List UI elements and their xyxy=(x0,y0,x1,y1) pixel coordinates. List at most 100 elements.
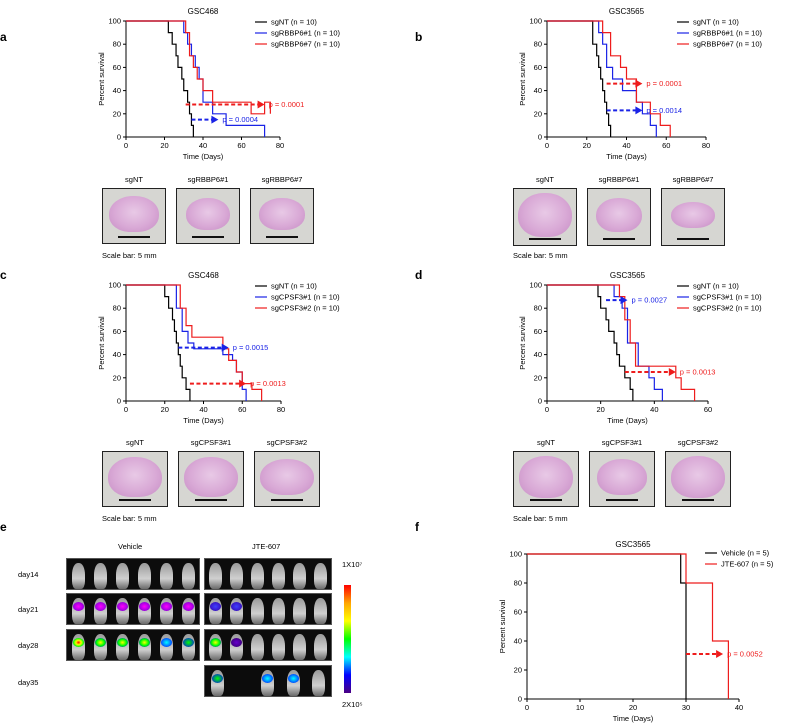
chart-f-survival: 0 10 20 30 40 0 20 40 60 80 100 GSC3565 Time (Days) P… xyxy=(498,540,774,723)
legend-entry: sgNT (n = 10) xyxy=(271,18,317,27)
x-tick-label: 0 xyxy=(124,405,128,414)
legend-entry: sgNT (n = 10) xyxy=(271,282,317,291)
x-tick-label: 0 xyxy=(525,703,529,712)
x-tick-label: 60 xyxy=(662,141,670,150)
x-tick-label: 80 xyxy=(276,141,284,150)
brain-image: sgRBBP6#1 xyxy=(587,175,651,246)
legend-entry: sgRBBP6#1 (n = 10) xyxy=(271,29,341,38)
p-value-label: p = 0.0004 xyxy=(222,115,258,124)
panel-d-histology: sgNT sgCPSF3#1 sgCPSF3#2 xyxy=(513,438,731,507)
day-label: day28 xyxy=(18,641,39,650)
p-value-arrowhead xyxy=(635,79,643,88)
ivis-vehicle-day14 xyxy=(66,558,200,590)
p-value-label: p = 0.0015 xyxy=(233,343,269,352)
brain-image: sgRBBP6#7 xyxy=(661,175,725,246)
x-axis-label: Time (Days) xyxy=(613,714,654,723)
legend-entry: sgCPSF3#2 (n = 10) xyxy=(271,304,340,313)
ivis-jte607-day14 xyxy=(204,558,332,590)
survival-curve-0 xyxy=(126,284,191,401)
p-value-arrowhead xyxy=(668,368,676,376)
brain-image: sgNT xyxy=(102,175,166,244)
x-tick-label: 20 xyxy=(161,405,169,414)
y-tick-label: 40 xyxy=(534,350,542,359)
p-value-label: p = 0.0014 xyxy=(646,106,682,115)
y-axis-label: Percent survival xyxy=(498,599,507,653)
x-tick-label: 20 xyxy=(583,141,591,150)
x-tick-label: 40 xyxy=(199,141,207,150)
y-tick-label: 20 xyxy=(514,666,522,675)
panel-b-label: b xyxy=(415,30,423,44)
p-value-arrowhead xyxy=(257,100,265,109)
day-label: day14 xyxy=(18,570,39,579)
panel-e-label: e xyxy=(0,520,7,534)
brain-image: sgNT xyxy=(102,438,168,507)
legend-entry: sgRBBP6#1 (n = 10) xyxy=(693,29,763,38)
p-value-label: p = 0.0013 xyxy=(680,368,716,377)
p-value-label: p = 0.0027 xyxy=(632,296,668,305)
x-tick-label: 60 xyxy=(237,141,245,150)
chart-title: GSC3565 xyxy=(609,7,645,16)
survival-curve-0 xyxy=(126,20,194,137)
brain-caption: sgCPSF3#2 xyxy=(677,438,719,447)
y-tick-label: 60 xyxy=(113,327,121,336)
day-label: day35 xyxy=(18,678,39,687)
y-tick-label: 100 xyxy=(529,281,542,290)
colorbar-min-label: 2X10⁵ xyxy=(342,700,363,709)
panel-b-histology: sgNT sgRBBP6#1 sgRBBP6#7 xyxy=(513,175,725,246)
y-tick-label: 20 xyxy=(534,109,542,118)
survival-curve-2 xyxy=(547,20,671,137)
survival-curve-2 xyxy=(126,20,271,115)
p-value-arrowhead xyxy=(211,115,219,124)
y-tick-label: 80 xyxy=(514,579,522,588)
legend-entry: sgNT (n = 10) xyxy=(693,18,739,27)
ivis-jte607-day35 xyxy=(204,665,332,697)
x-axis-label: Time (Days) xyxy=(183,152,224,161)
chart-title: GSC3565 xyxy=(615,540,651,549)
brain-image: sgCPSF3#1 xyxy=(178,438,244,507)
legend-entry: sgCPSF3#2 (n = 10) xyxy=(693,304,762,313)
y-tick-label: 40 xyxy=(113,86,121,95)
chart-b-survival: 0 20 40 60 80 0 20 40 60 80 100 GSC3565 Time (Days) P… xyxy=(518,7,763,161)
panel-c-histology: sgNT sgCPSF3#1 sgCPSF3#2 xyxy=(102,438,320,507)
ivis-jte607-day21 xyxy=(204,593,332,625)
y-tick-label: 60 xyxy=(113,63,121,72)
y-tick-label: 20 xyxy=(113,109,121,118)
brain-image: sgNT xyxy=(513,438,579,507)
y-tick-label: 40 xyxy=(514,637,522,646)
x-axis-label: Time (Days) xyxy=(606,152,647,161)
survival-curve-1 xyxy=(527,553,729,699)
survival-curve-0 xyxy=(547,284,634,401)
x-tick-label: 40 xyxy=(735,703,743,712)
x-tick-label: 80 xyxy=(277,405,285,414)
panel-a-histology: sgNT sgRBBP6#1 sgRBBP6#7 xyxy=(102,175,314,244)
brain-image: sgRBBP6#7 xyxy=(250,175,314,244)
brain-caption: sgRBBP6#1 xyxy=(598,175,640,184)
chart-d-survival: 0 20 40 60 0 20 40 60 80 100 GSC3565 Time (Days) Per… xyxy=(518,271,762,425)
colorbar-max-label: 1X10⁷ xyxy=(342,560,363,569)
y-axis-label: Percent survival xyxy=(97,52,106,106)
y-tick-label: 0 xyxy=(538,133,542,142)
ivis-vehicle-day28 xyxy=(66,629,200,661)
ivis-jte607-day28 xyxy=(204,629,332,661)
legend-entry: Vehicle (n = 5) xyxy=(721,549,770,558)
brain-caption: sgCPSF3#1 xyxy=(190,438,232,447)
legend-entry: sgCPSF3#1 (n = 10) xyxy=(693,293,762,302)
x-tick-label: 30 xyxy=(682,703,690,712)
y-axis-label: Percent survival xyxy=(518,316,527,370)
x-tick-label: 60 xyxy=(238,405,246,414)
legend-entry: sgCPSF3#1 (n = 10) xyxy=(271,293,340,302)
brain-image: sgCPSF3#1 xyxy=(589,438,655,507)
y-tick-label: 60 xyxy=(534,63,542,72)
y-tick-label: 100 xyxy=(509,550,522,559)
panel-a-label: a xyxy=(0,30,7,44)
x-tick-label: 20 xyxy=(596,405,604,414)
p-value-label: p = 0.0013 xyxy=(250,379,286,388)
brain-caption: sgRBBP6#1 xyxy=(187,175,229,184)
legend-entry: sgRBBP6#7 (n = 10) xyxy=(693,40,763,49)
group-label-jte607: JTE-607 xyxy=(252,542,281,551)
panel-c-label: c xyxy=(0,268,7,282)
panel-d-label: d xyxy=(415,268,423,282)
survival-curve-1 xyxy=(547,284,663,401)
x-tick-label: 20 xyxy=(629,703,637,712)
brain-caption: sgNT xyxy=(537,438,555,447)
